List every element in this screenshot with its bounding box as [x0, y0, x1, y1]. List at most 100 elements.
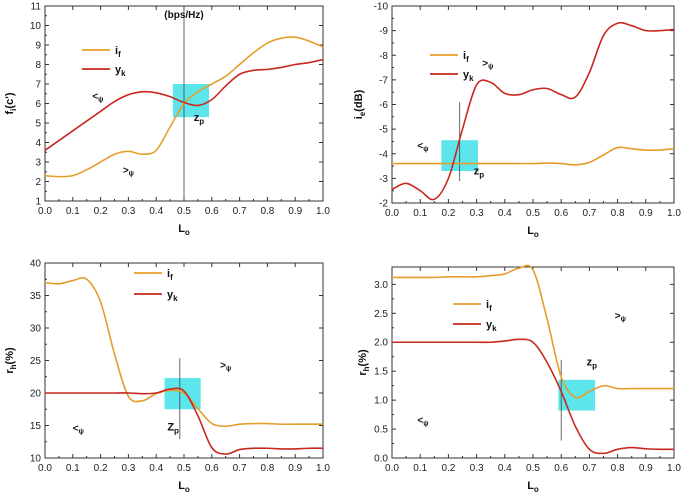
- chart-panel-top-left: 0.0 0.1 0.2 0.3 0.4 0.5 0.6 0.7 0.8 0.9 1.0 1 2 3 4 5 6 7…: [4, 2, 330, 238]
- region-annotation: >ψ: [123, 166, 134, 178]
- x-tick-label: 1.0: [316, 463, 330, 474]
- y-axis-label-unit: (%): [357, 349, 369, 366]
- y-tick-label: -8: [379, 51, 388, 62]
- y-axis-label-sub: h: [9, 364, 18, 369]
- x-tick-label: 0.9: [288, 463, 302, 474]
- x-tick-label: 0.2: [441, 463, 455, 474]
- y-tick-label: 5: [35, 119, 41, 130]
- x-tick-label: 0.1: [413, 208, 427, 219]
- x-tick-label: 0.8: [260, 206, 274, 217]
- y-tick-label: 7: [35, 80, 41, 91]
- region-annotation-symbol: <: [92, 92, 98, 103]
- y-tick-label: 3.0: [374, 280, 388, 291]
- zp-label: zp: [194, 112, 205, 126]
- x-tick-label: 0.3: [470, 208, 484, 219]
- zp-label-main: z: [474, 166, 480, 178]
- y-tick-label: 1.5: [374, 367, 388, 378]
- y-tick-label: 20: [30, 389, 42, 400]
- y-tick-label: 4: [35, 138, 41, 149]
- legend-label-yk: yk: [115, 64, 126, 78]
- x-tick-label: 0.7: [582, 463, 596, 474]
- series-line-yk: [45, 387, 324, 455]
- zp-label-sub: p: [479, 171, 484, 180]
- x-tick-label: 0.1: [66, 206, 80, 217]
- y-tick-label: 10: [30, 21, 42, 32]
- y-tick-label: -3: [379, 174, 388, 185]
- x-tick-label: 0.6: [554, 463, 568, 474]
- legend-label-main: i: [115, 45, 118, 57]
- x-tick-label: 0.3: [121, 206, 135, 217]
- series-line-if: [392, 264, 674, 399]
- x-tick-label: 0.2: [94, 463, 108, 474]
- legend-label-sub: f: [489, 304, 492, 313]
- region-annotation-symbol: <: [417, 141, 423, 152]
- legend-label-main: i: [463, 50, 466, 62]
- series-line-yk: [44, 58, 324, 151]
- x-tick-label: 0.2: [441, 208, 455, 219]
- x-tick-label: 0.5: [526, 463, 540, 474]
- region-annotation-psi: ψ: [621, 316, 626, 323]
- y-tick-label: 1.0: [374, 396, 388, 407]
- legend-label-main: y: [167, 289, 174, 301]
- x-tick-label: 1.0: [667, 208, 681, 219]
- x-axis-label: Lo: [178, 223, 190, 237]
- region-annotation-psi: ψ: [488, 63, 493, 70]
- y-tick-label: -6: [379, 100, 388, 111]
- x-axis-label-main: L: [178, 480, 185, 492]
- x-tick-label: 0.3: [121, 463, 135, 474]
- x-tick-label: 0.7: [233, 463, 247, 474]
- x-axis-label-sub: o: [534, 230, 539, 239]
- y-axis-label-main: i: [353, 116, 365, 119]
- y-tick-label: -2: [379, 199, 388, 210]
- y-axis-label: ie(dB): [353, 89, 367, 119]
- x-tick-label: 0.5: [526, 208, 540, 219]
- y-tick-label: -5: [379, 125, 388, 136]
- series-line-if: [44, 277, 323, 427]
- region-annotation-psi: ψ: [423, 146, 428, 153]
- zp-label: Zp: [167, 422, 179, 436]
- region-annotation-symbol: >: [220, 360, 226, 371]
- y-axis-label-main: r: [357, 371, 369, 376]
- x-tick-label: 0.4: [498, 463, 512, 474]
- y-axis-label-unit: (c'): [4, 92, 16, 108]
- x-tick-label: 0.9: [639, 463, 653, 474]
- legend-label-yk: yk: [463, 69, 474, 83]
- x-tick-label: 0.0: [38, 206, 52, 217]
- region-annotation-psi: ψ: [129, 171, 134, 178]
- x-tick-label: 0.6: [205, 206, 219, 217]
- x-tick-label: 0.9: [288, 206, 302, 217]
- y-tick-label: 9: [35, 41, 41, 52]
- region-annotation: <ψ: [73, 423, 84, 435]
- legend-label-if: if: [115, 45, 121, 59]
- legend-label-sub: f: [170, 273, 173, 282]
- region-annotation-symbol: >: [482, 58, 488, 69]
- y-tick-label: -7: [379, 75, 388, 86]
- y-tick-label: 2.5: [374, 309, 388, 320]
- y-tick-label: 2.0: [374, 338, 388, 349]
- plot-frame: [391, 266, 675, 459]
- region-annotation: <ψ: [417, 141, 428, 153]
- legend-label-yk: yk: [167, 289, 178, 303]
- legend-label-sub: k: [492, 324, 497, 333]
- legend-label-main: i: [486, 299, 489, 311]
- legend-label-sub: f: [118, 50, 121, 59]
- y-tick-label: 35: [30, 291, 42, 302]
- x-tick-label: 0.2: [94, 206, 108, 217]
- y-axis-label-main: r: [4, 369, 16, 374]
- region-annotation-psi: ψ: [423, 420, 428, 427]
- x-tick-label: 0.6: [205, 463, 219, 474]
- x-tick-label: 0.5: [177, 463, 191, 474]
- chart-panel-bottom-right: 0.0 0.1 0.2 0.3 0.4 0.5 0.6 0.7 0.8 0.9 1.0 0.0 0.5 1…: [357, 264, 681, 494]
- series-line-if: [44, 36, 324, 178]
- region-annotation: >ψ: [220, 360, 231, 372]
- y-tick-label: 0.5: [374, 425, 388, 436]
- x-tick-label: 0.4: [498, 208, 512, 219]
- y-tick-label: 2: [35, 177, 41, 188]
- y-tick-label: 11: [31, 2, 42, 13]
- plot-frame: [44, 262, 324, 459]
- x-tick-label: 0.4: [149, 463, 163, 474]
- x-tick-label: 0.9: [639, 208, 653, 219]
- x-tick-label: 0.0: [38, 463, 52, 474]
- chart-panel-bottom-left: 0.0 0.1 0.2 0.3 0.4 0.5 0.6 0.7 0.8 0.9 1.0 10 15 20 2…: [4, 259, 330, 495]
- zp-label: zp: [587, 356, 598, 370]
